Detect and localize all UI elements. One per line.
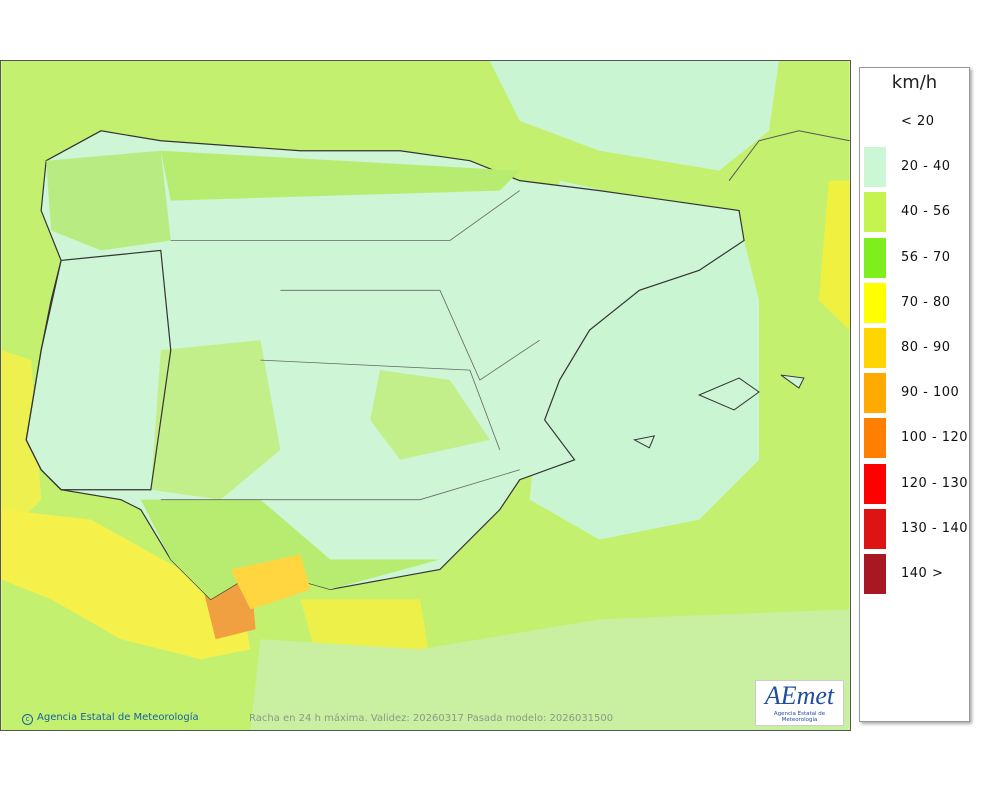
africa (250, 609, 850, 730)
cantabria-wind (160, 150, 520, 201)
legend-swatch (864, 463, 886, 504)
legend-label: 140 > (901, 566, 944, 581)
legend-item: 120 - 130 (864, 463, 969, 504)
legend-swatch (864, 328, 886, 368)
legend-swatch (864, 192, 886, 233)
legend-swatch (864, 418, 886, 459)
atlantic-wind (1, 350, 42, 520)
legend-swatch (864, 237, 886, 278)
copyright-icon: c (22, 714, 33, 725)
logo-name: AEmet (764, 681, 835, 710)
legend-swatch (864, 282, 886, 323)
galicia-wind (46, 150, 171, 251)
gulf-lion-wind (818, 180, 850, 331)
caption: Racha en 24 h máxima. Validez: 20260317 … (249, 713, 614, 724)
legend-item: 80 - 90 (864, 328, 969, 368)
france-calm (489, 61, 779, 171)
wind-map (0, 60, 851, 731)
balearic-islands (632, 374, 805, 449)
france-coast (728, 130, 850, 181)
legend-label: 20 - 40 (901, 159, 951, 175)
legend-item: 100 - 120 (864, 418, 969, 459)
region-borders (160, 190, 540, 501)
credit-text: Agencia Estatal de Meteorología (37, 712, 199, 723)
legend-unit: km/h (891, 72, 938, 93)
legend-item: 90 - 100 (864, 373, 969, 414)
legend-item: 56 - 70 (864, 237, 969, 278)
legend-item: < 20 (864, 102, 969, 142)
portugal-border (25, 249, 172, 491)
logo-subtitle: Agencia Estatal de Meteorología (773, 711, 826, 723)
legend-swatch (864, 508, 886, 549)
legend-label: < 20 (901, 114, 935, 129)
legend-swatch (864, 147, 886, 188)
legend-item: 70 - 80 (864, 282, 969, 323)
legend-label: 40 - 56 (901, 204, 951, 220)
legend-label: 80 - 90 (901, 340, 951, 355)
malaga-wind (230, 554, 311, 610)
legend-swatch (864, 373, 886, 414)
legend-item: 40 - 56 (864, 192, 969, 233)
mancha-wind (370, 370, 490, 460)
legend-label: 70 - 80 (901, 294, 951, 310)
extremadura-wind (150, 340, 281, 500)
legend-label: 120 - 130 (901, 475, 969, 491)
legend-label: 100 - 120 (901, 430, 969, 446)
legend-label: 90 - 100 (901, 385, 960, 401)
legend-swatch (864, 102, 886, 142)
legend: km/h < 20 20 - 40 40 - 56 56 - 70 70 - 80 80 … (859, 67, 970, 722)
gulf-cadiz-wind (1, 509, 251, 660)
logo: AEmet Agencia Estatal de Meteorología (755, 680, 844, 726)
legend-item: 130 - 140 (864, 508, 969, 549)
andalucia-wind (140, 499, 440, 600)
credit: c Agencia Estatal de Meteorología (22, 712, 199, 725)
legend-label: 130 - 140 (901, 520, 969, 536)
legend-swatch (864, 554, 886, 594)
legend-label: 56 - 70 (901, 249, 951, 265)
legend-item: 140 > (864, 554, 969, 594)
legend-item: 20 - 40 (864, 147, 969, 188)
